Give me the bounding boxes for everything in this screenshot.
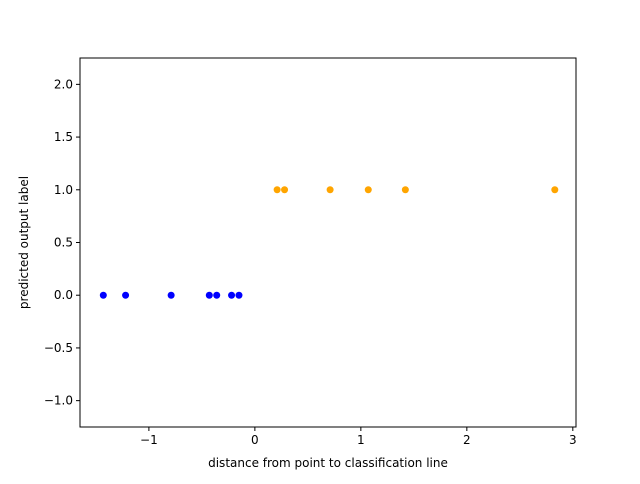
x-axis-label: distance from point to classification li…: [208, 456, 448, 470]
data-point-series-1: [99, 291, 107, 299]
data-point-series-1: [213, 291, 221, 299]
tick-group: −1 0 1 2 3 −1.0 −0.5 0.0 0.5 1.0 1.5 2.0: [44, 77, 577, 447]
data-point-series-1: [235, 291, 243, 299]
y-axis-label: predicted output label: [17, 176, 31, 309]
data-point-series-2: [273, 186, 281, 194]
data-point-series-1: [122, 291, 130, 299]
y-tick-label: 0.5: [54, 236, 73, 250]
data-point-series-2: [281, 186, 289, 194]
data-point-series-1: [228, 291, 236, 299]
data-point-series-2: [326, 186, 334, 194]
x-tick-label: 1: [357, 433, 365, 447]
y-tick-label: 1.0: [54, 183, 73, 197]
data-point-series-1: [167, 291, 175, 299]
y-tick-label: −1.0: [44, 394, 73, 408]
data-point-series-2: [401, 186, 409, 194]
x-tick-label: −1: [140, 433, 158, 447]
data-points: [99, 186, 559, 299]
x-tick-label: 2: [463, 433, 471, 447]
data-point-series-1: [205, 291, 213, 299]
data-point-series-2: [364, 186, 372, 194]
x-tick-label: 0: [251, 433, 259, 447]
plot-frame: [79, 57, 577, 428]
y-tick-label: 0.0: [54, 288, 73, 302]
y-tick-label: −0.5: [44, 341, 73, 355]
y-tick-label: 1.5: [54, 130, 73, 144]
data-point-series-2: [551, 186, 559, 194]
y-tick-label: 2.0: [54, 77, 73, 91]
x-tick-label: 3: [569, 433, 577, 447]
